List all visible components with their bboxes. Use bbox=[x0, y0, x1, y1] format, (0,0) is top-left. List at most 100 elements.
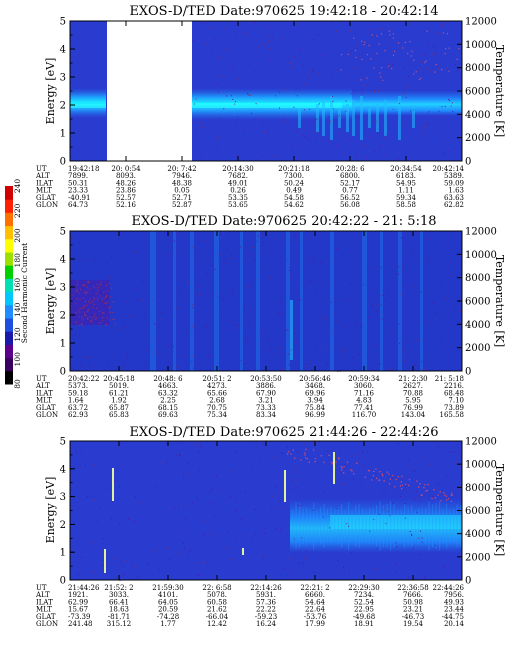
spike bbox=[338, 108, 341, 128]
panel-1-spikes bbox=[298, 96, 415, 140]
noise-dot bbox=[275, 527, 277, 529]
colorbar-tick-label: 100 bbox=[13, 352, 22, 367]
colorbar-tick-label: 80 bbox=[13, 379, 22, 389]
noise-dot bbox=[305, 457, 307, 459]
table-cell: 50.31 bbox=[68, 179, 88, 187]
noise-dot bbox=[114, 272, 116, 274]
noise-dot bbox=[441, 106, 443, 108]
y-tick-label: 4 bbox=[60, 255, 66, 266]
noise-dot bbox=[389, 515, 391, 517]
noise-dot bbox=[364, 476, 366, 478]
noise-dot bbox=[340, 54, 343, 56]
noise-dot bbox=[382, 475, 384, 477]
noise-dot bbox=[446, 140, 448, 142]
noise-dot bbox=[94, 499, 95, 501]
noise-dot bbox=[83, 357, 85, 359]
noise-dot bbox=[229, 469, 231, 471]
noise-dot bbox=[105, 296, 107, 298]
noise-dot bbox=[192, 246, 194, 248]
noise-dot bbox=[119, 524, 120, 526]
panel-1-noise bbox=[192, 22, 460, 160]
noise-dot bbox=[83, 291, 85, 293]
noise-dot bbox=[446, 33, 449, 35]
noise-dot bbox=[304, 443, 306, 445]
noise-dot bbox=[84, 464, 86, 466]
noise-dot bbox=[210, 27, 212, 29]
noise-dot bbox=[362, 451, 364, 453]
table-cell: 69.96 bbox=[305, 389, 326, 397]
noise-dot bbox=[288, 353, 290, 355]
noise-dot bbox=[114, 323, 116, 326]
noise-dot bbox=[169, 558, 171, 560]
spike bbox=[456, 504, 458, 548]
noise-dot bbox=[281, 124, 283, 126]
noise-dot bbox=[195, 129, 197, 131]
noise-dot bbox=[301, 284, 303, 286]
noise-dot bbox=[337, 321, 339, 323]
noise-dot bbox=[167, 254, 169, 256]
noise-dot bbox=[186, 473, 188, 475]
noise-dot bbox=[84, 311, 86, 313]
noise-dot bbox=[128, 518, 129, 520]
noise-dot bbox=[376, 568, 377, 570]
y-tick-label: 2 bbox=[60, 101, 66, 112]
noise-dot bbox=[369, 530, 371, 532]
spike bbox=[355, 505, 357, 547]
noise-dot bbox=[326, 317, 328, 319]
noise-dot bbox=[363, 44, 365, 46]
noise-dot bbox=[205, 326, 207, 328]
colorbar-block bbox=[5, 238, 13, 253]
noise-dot bbox=[443, 152, 445, 153]
noise-dot bbox=[386, 471, 388, 473]
noise-dot bbox=[254, 533, 256, 535]
noise-dot bbox=[447, 498, 450, 500]
noise-dot bbox=[307, 138, 309, 140]
noise-dot bbox=[284, 237, 286, 239]
noise-dot bbox=[104, 302, 106, 305]
noise-dot bbox=[355, 90, 357, 92]
noise-dot bbox=[160, 480, 162, 482]
noise-dot bbox=[153, 337, 155, 339]
table-cell: 20:45:18 bbox=[103, 375, 134, 383]
table-cell: 6800. bbox=[340, 172, 360, 180]
stripe bbox=[362, 231, 367, 371]
table-cell: 21:59:30 bbox=[152, 584, 183, 592]
noise-dot bbox=[230, 253, 232, 255]
noise-dot bbox=[85, 292, 87, 294]
noise-dot bbox=[331, 461, 333, 463]
noise-dot bbox=[433, 45, 435, 47]
noise-dot bbox=[418, 537, 420, 539]
table-cell: 67.90 bbox=[256, 389, 276, 397]
noise-dot bbox=[80, 323, 82, 325]
y2-tick-label: 8000 bbox=[465, 483, 490, 494]
noise-dot bbox=[311, 262, 313, 264]
noise-dot bbox=[175, 454, 177, 456]
noise-dot bbox=[341, 356, 343, 358]
noise-dot bbox=[87, 301, 90, 303]
noise-dot bbox=[303, 83, 305, 85]
noise-dot bbox=[442, 32, 444, 34]
colorbar-block bbox=[5, 331, 13, 345]
noise-dot bbox=[419, 61, 421, 63]
noise-dot bbox=[229, 83, 230, 85]
stripe bbox=[256, 231, 260, 371]
noise-dot bbox=[79, 334, 81, 336]
noise-dot bbox=[257, 270, 259, 272]
noise-dot bbox=[306, 283, 308, 285]
noise-dot bbox=[371, 303, 373, 305]
noise-dot bbox=[249, 254, 251, 256]
noise-dot bbox=[450, 500, 453, 502]
noise-dot bbox=[396, 367, 398, 369]
noise-dot bbox=[262, 557, 264, 559]
noise-dot bbox=[443, 154, 445, 156]
noise-dot bbox=[105, 302, 107, 304]
table-cell: 2216. bbox=[444, 382, 464, 390]
noise-dot bbox=[402, 290, 404, 292]
noise-dot bbox=[175, 366, 177, 368]
table-cell: 21: 5:18 bbox=[435, 375, 464, 383]
noise-dot bbox=[428, 111, 430, 113]
noise-dot bbox=[331, 72, 332, 74]
table-cell: 6183. bbox=[396, 172, 416, 180]
noise-dot bbox=[293, 538, 295, 540]
y2-tick-label: 4000 bbox=[465, 529, 490, 540]
